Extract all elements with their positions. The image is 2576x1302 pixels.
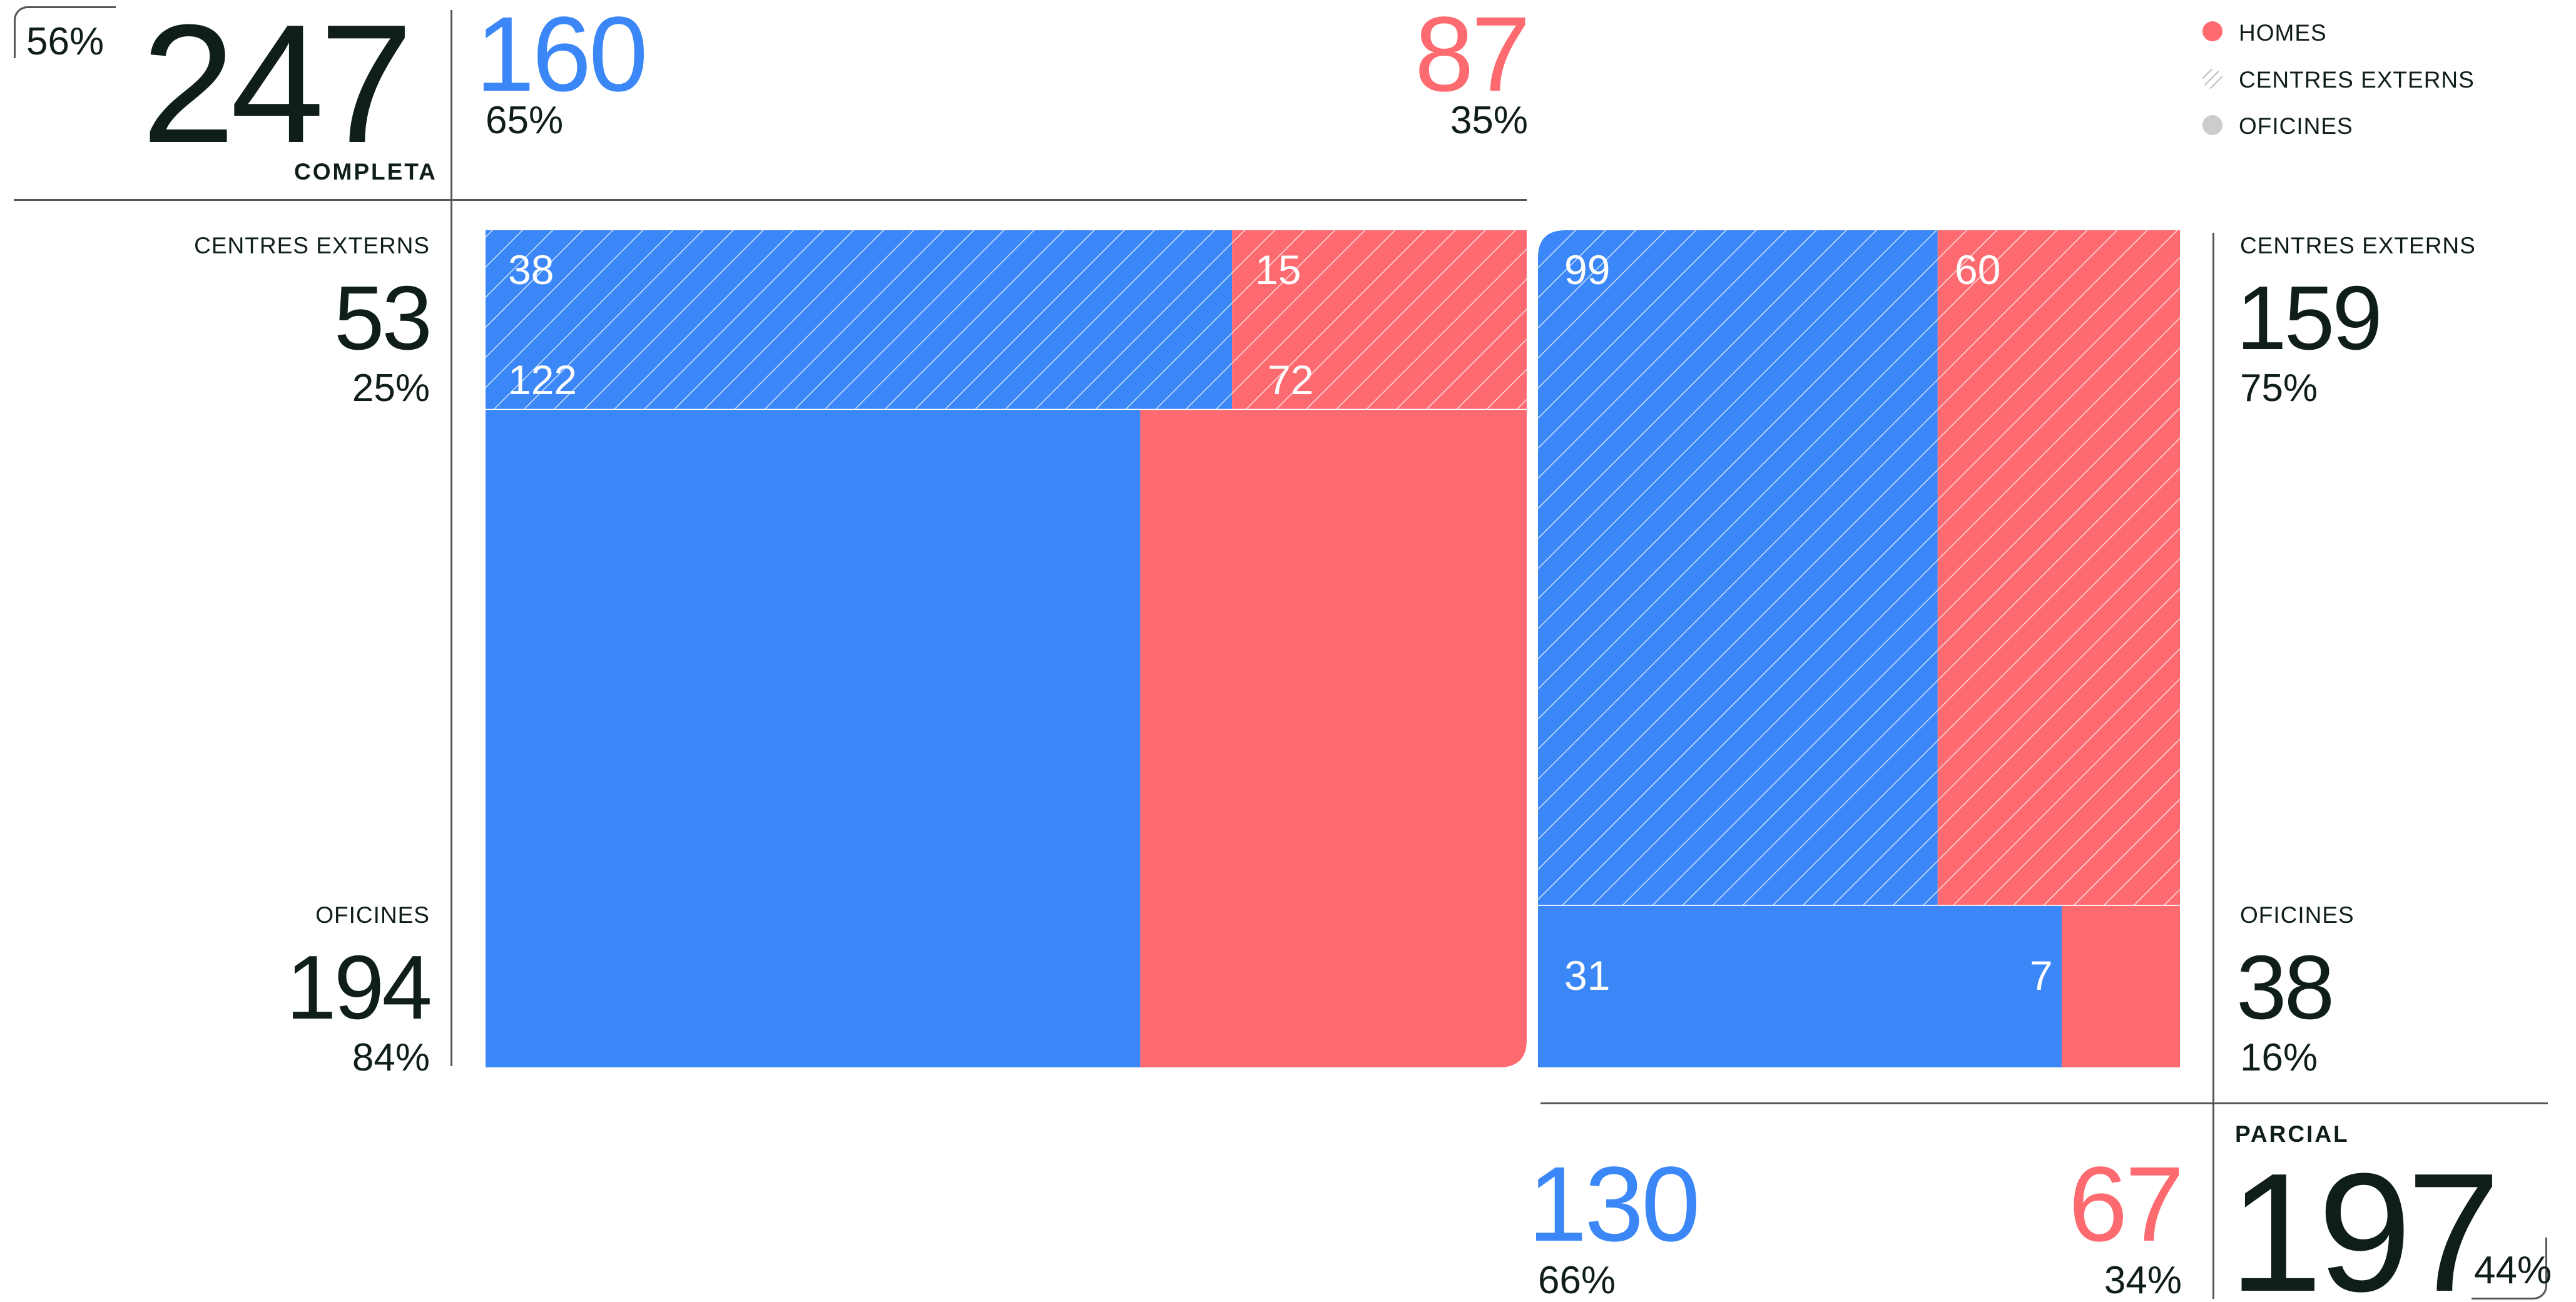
completa-oficines-label: OFICINES	[315, 902, 430, 928]
segment-label-parcial-centres-homes: 60	[1955, 247, 2001, 293]
legend-hatch-icon	[2202, 69, 2222, 89]
parcial-blue-total: 130	[1528, 1145, 1701, 1264]
parcial-oficines-label: OFICINES	[2240, 902, 2355, 928]
legend-centres-label: CENTRES EXTERNS	[2239, 67, 2475, 93]
parcial-total: 197	[2229, 1139, 2500, 1302]
completa-centres-label: CENTRES EXTERNS	[194, 233, 430, 258]
bar-completa-oficines-homes	[1140, 410, 1527, 1067]
legend-homes-dot	[2202, 21, 2222, 41]
parcial-red-pct: 34%	[2104, 1259, 2182, 1302]
hatch-parcial-homes	[1937, 230, 2180, 906]
completa-centres-total: 53	[333, 267, 432, 369]
completa-oficines-total: 194	[286, 937, 432, 1038]
parcial-centres-total: 159	[2236, 267, 2383, 369]
bar-parcial-oficines-dones	[1538, 905, 2062, 1067]
divider-parcial-vertical	[2212, 233, 2214, 1299]
completa-centres-pct: 25%	[352, 367, 430, 410]
parcial-oficines-total: 38	[2236, 937, 2334, 1038]
completa-blue-pct: 65%	[486, 99, 564, 142]
segment-label-parcial-oficines-homes: 7	[2030, 952, 2053, 999]
legend-oficines-label: OFICINES	[2239, 113, 2353, 139]
hatch-parcial-dones	[1538, 230, 1938, 906]
legend: HOMES CENTRES EXTERNS OFICINES	[2202, 13, 2553, 150]
segment-label-completa-centres-homes: 15	[1255, 247, 1301, 293]
bar-parcial-oficines-homes	[2062, 905, 2180, 1067]
parcial-centres-pct: 75%	[2240, 367, 2318, 410]
parcial-share: 44%	[2474, 1249, 2552, 1292]
parcial-label: PARCIAL	[2235, 1121, 2349, 1147]
completa-share: 56%	[26, 20, 104, 63]
parcial-red-total: 67	[2068, 1145, 2184, 1264]
completa-mosaic	[486, 230, 1527, 1067]
parcial-oficines-pct: 16%	[2240, 1036, 2318, 1079]
segment-label-completa-oficines-dones: 122	[508, 357, 578, 403]
legend-homes-label: HOMES	[2239, 20, 2327, 46]
completa-total: 247	[141, 0, 413, 178]
parcial-centres-label: CENTRES EXTERNS	[2240, 233, 2476, 258]
legend-oficines-dot	[2202, 115, 2222, 135]
hatch-completa-homes	[1232, 230, 1527, 410]
completa-label: COMPLETA	[294, 159, 437, 185]
hatch-completa-dones	[486, 230, 1233, 410]
completa-red-pct: 35%	[1450, 99, 1528, 142]
divider-completa-horizontal	[14, 199, 1527, 201]
divider-completa-vertical	[451, 10, 452, 1066]
parcial-share-box	[2472, 1238, 2547, 1299]
completa-share-box	[14, 6, 116, 58]
segment-label-completa-centres-dones: 38	[508, 247, 554, 293]
divider-parcial-horizontal	[1540, 1102, 2548, 1104]
parcial-mosaic	[1538, 230, 2180, 1067]
bar-completa-oficines-dones	[486, 410, 1141, 1067]
completa-oficines-pct: 84%	[352, 1036, 430, 1079]
completa-red-total: 87	[1414, 0, 1530, 114]
parcial-blue-pct: 66%	[1538, 1259, 1616, 1302]
completa-blue-total: 160	[476, 0, 648, 114]
segment-label-parcial-centres-dones: 99	[1564, 247, 1611, 293]
segment-label-completa-oficines-homes: 72	[1268, 357, 1314, 403]
segment-label-parcial-oficines-dones: 31	[1564, 952, 1611, 999]
